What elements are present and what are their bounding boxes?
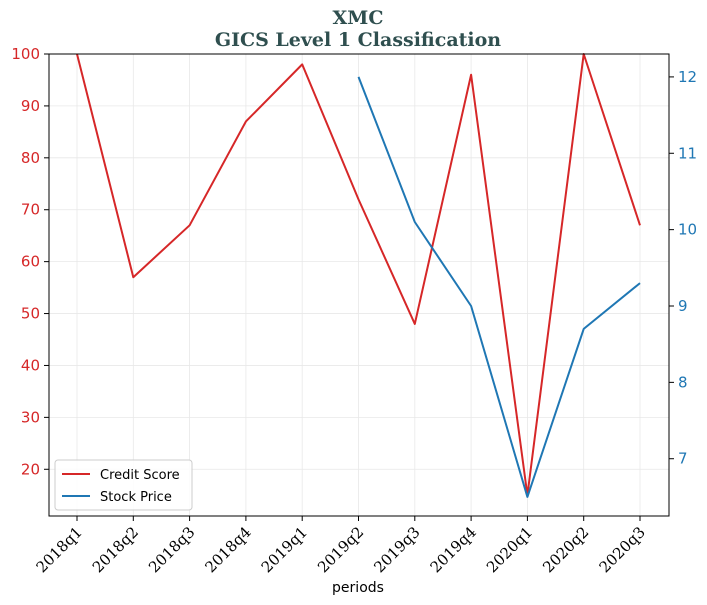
right-tick-label: 9 xyxy=(678,297,688,315)
chart-subtitle: GICS Level 1 Classification xyxy=(215,29,501,51)
plot-frame xyxy=(48,53,670,517)
x-tick-label: 2019q3 xyxy=(370,523,423,576)
series-lines xyxy=(76,53,641,498)
left-tick-label: 30 xyxy=(21,408,40,426)
left-tick-label: 100 xyxy=(11,45,40,63)
x-tick-label: 2019q2 xyxy=(314,523,367,576)
right-tick-label: 8 xyxy=(678,373,688,391)
left-tick-label: 40 xyxy=(21,356,40,374)
x-axis-label: periods xyxy=(332,580,384,596)
series-line-stock-price xyxy=(357,76,641,498)
right-tick-label: 12 xyxy=(678,68,697,86)
left-tick-label: 90 xyxy=(21,97,40,115)
left-tick-label: 50 xyxy=(21,305,40,323)
left-axis: 20 30 40 50 60 70 80 90 100 xyxy=(11,45,49,478)
grid xyxy=(49,53,669,516)
right-tick-label: 11 xyxy=(678,144,697,162)
x-tick-label: 2018q2 xyxy=(89,523,142,576)
series-line-credit-score xyxy=(76,53,641,497)
chart-title: XMC xyxy=(333,7,384,29)
right-tick-label: 7 xyxy=(678,450,688,468)
right-tick-label: 10 xyxy=(678,221,697,239)
x-tick-label: 2019q1 xyxy=(258,523,311,576)
x-tick-label: 2018q3 xyxy=(145,523,198,576)
left-tick-label: 80 xyxy=(21,149,40,167)
legend-label-stock-price: Stock Price xyxy=(100,490,172,505)
x-tick-label: 2020q2 xyxy=(539,523,592,576)
left-tick-label: 20 xyxy=(21,460,40,478)
x-tick-label: 2018q4 xyxy=(201,523,254,576)
legend-label-credit-score: Credit Score xyxy=(100,468,180,483)
left-tick-label: 70 xyxy=(21,201,40,219)
x-axis: 2018q1 2018q2 2018q3 2018q4 2019q1 2019q2 2019… xyxy=(33,516,649,576)
right-axis: 7 8 9 10 11 12 xyxy=(669,68,697,468)
x-tick-label: 2020q1 xyxy=(483,523,536,576)
left-tick-label: 60 xyxy=(21,253,40,271)
x-tick-label: 2020q3 xyxy=(596,523,649,576)
x-tick-label: 2019q4 xyxy=(427,523,480,576)
legend: Credit Score Stock Price xyxy=(54,459,193,511)
x-tick-label: 2018q1 xyxy=(33,523,86,576)
